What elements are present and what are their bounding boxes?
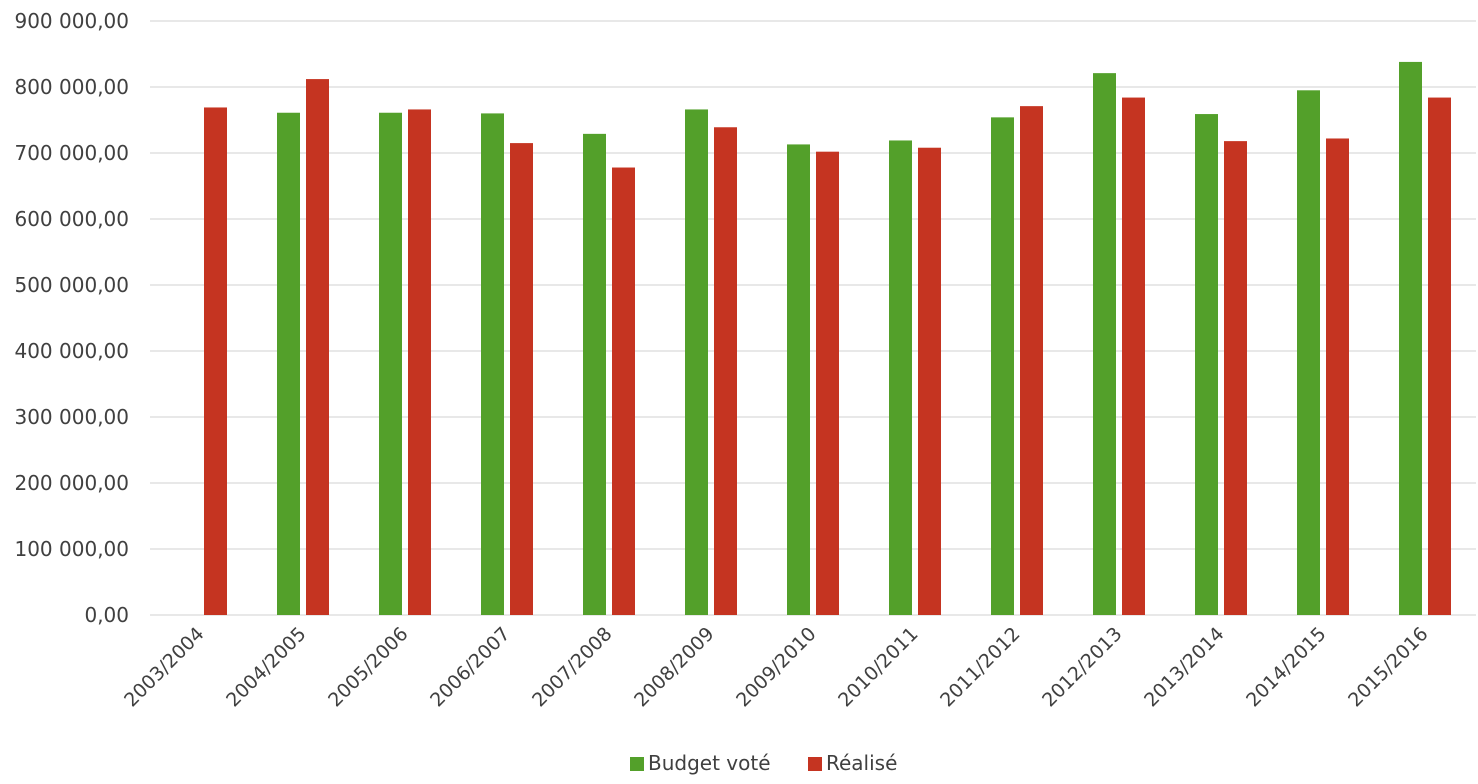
bar-realise	[816, 151, 839, 615]
bar-realise	[510, 143, 533, 615]
x-axis-tick-labels: 2003/2004 2004/2005 2005/2006 2006/2007 2007…	[120, 623, 1432, 711]
y-tick-label: 600 000,00	[14, 207, 129, 231]
y-tick-label: 700 000,00	[14, 141, 129, 165]
y-tick-label: 400 000,00	[14, 339, 129, 363]
y-tick-label: 300 000,00	[14, 405, 129, 429]
x-tick-label: 2006/2007	[426, 623, 514, 711]
legend-label: Réalisé	[826, 751, 897, 775]
bar-budget-vote	[277, 112, 300, 616]
y-tick-label: 900 000,00	[14, 9, 129, 33]
bar-realise	[612, 167, 635, 615]
bar-realise	[1122, 97, 1145, 615]
bar-realise	[714, 127, 737, 615]
bar-budget-vote	[685, 109, 708, 615]
bar-budget-vote	[1297, 90, 1320, 616]
x-tick-label: 2008/2009	[630, 623, 718, 711]
y-tick-label: 200 000,00	[14, 471, 129, 495]
gridlines	[150, 20, 1476, 616]
bar-realise	[306, 79, 329, 615]
bar-realise	[1224, 141, 1247, 615]
bar-budget-vote	[991, 117, 1014, 616]
x-tick-label: 2013/2014	[1140, 623, 1228, 711]
y-tick-label: 0,00	[84, 603, 129, 627]
x-tick-label: 2012/2013	[1038, 623, 1126, 711]
x-tick-label: 2004/2005	[222, 623, 310, 711]
x-tick-label: 2009/2010	[732, 623, 820, 711]
bars	[204, 61, 1451, 616]
bar-realise	[408, 109, 431, 615]
x-tick-label: 2014/2015	[1242, 623, 1330, 711]
legend-swatch	[630, 757, 644, 771]
x-tick-label: 2015/2016	[1344, 623, 1432, 711]
bar-budget-vote	[1195, 114, 1218, 615]
x-tick-label: 2007/2008	[528, 623, 616, 711]
bar-budget-vote	[889, 140, 912, 615]
x-tick-label: 2010/2011	[834, 623, 922, 711]
bar-budget-vote	[787, 144, 810, 616]
x-tick-label: 2003/2004	[120, 623, 208, 711]
legend-swatch	[808, 757, 822, 771]
bar-budget-vote	[583, 133, 606, 616]
bar-budget-vote	[379, 112, 402, 616]
bar-budget-vote	[1399, 61, 1422, 616]
bar-realise	[204, 107, 227, 616]
y-tick-label: 800 000,00	[14, 75, 129, 99]
bar-realise	[918, 147, 941, 615]
bar-realise	[1326, 138, 1349, 616]
x-tick-label: 2005/2006	[324, 623, 412, 711]
legend-label: Budget voté	[648, 751, 771, 775]
y-tick-label: 100 000,00	[14, 537, 129, 561]
y-tick-label: 500 000,00	[14, 273, 129, 297]
legend: Budget voté Réalisé	[630, 751, 897, 775]
bar-budget-vote	[1093, 73, 1116, 615]
bar-realise	[1428, 97, 1451, 615]
x-tick-label: 2011/2012	[936, 623, 1024, 711]
bar-realise	[1020, 106, 1043, 615]
bar-budget-vote	[481, 113, 504, 616]
y-axis-tick-labels: 0,00 100 000,00 200 000,00 300 000,00 400 00…	[14, 9, 129, 627]
